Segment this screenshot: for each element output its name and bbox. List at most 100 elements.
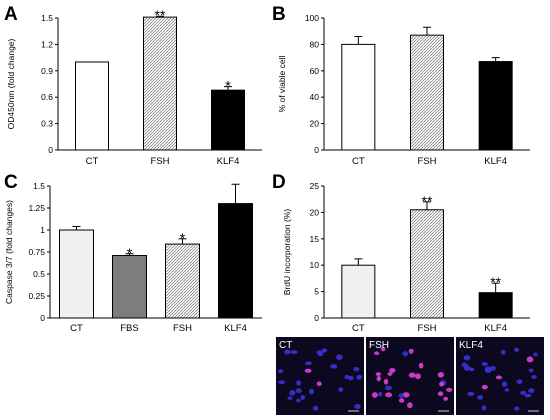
y-tick-label: 0 xyxy=(48,145,53,155)
cell-nucleus xyxy=(289,389,296,396)
cell-nucleus xyxy=(336,354,343,361)
cell-nucleus xyxy=(467,391,475,397)
bar xyxy=(341,264,376,319)
cell-nucleus xyxy=(330,364,338,369)
cell-nucleus xyxy=(524,393,532,398)
y-tick-label: 1.2 xyxy=(41,39,53,49)
cell-nucleus xyxy=(477,395,484,400)
category-label: CT xyxy=(352,156,365,167)
y-tick-label: 0 xyxy=(314,313,319,323)
cell-nucleus xyxy=(461,362,468,368)
cell-nucleus xyxy=(469,367,475,372)
bar xyxy=(410,34,444,151)
chart-panel-d: 0 5 10 15 20 25 BrdU incorporation (%) CT FSH ** K… xyxy=(282,181,530,334)
y-tick-label: 5 xyxy=(314,287,319,297)
category-label: KLF4 xyxy=(224,323,247,334)
cell-nucleus xyxy=(305,361,312,366)
bar xyxy=(165,243,200,319)
significance-marker: ** xyxy=(155,7,166,23)
y-tick-label: 100 xyxy=(305,13,319,23)
y-tick-label: 1 xyxy=(40,225,45,235)
chart-panel-b: 0 20 40 60 80 100 % of viable cell CT FSH KLF4 xyxy=(277,13,530,167)
y-tick-label: 0.5 xyxy=(33,269,45,279)
y-tick-label: 0.25 xyxy=(28,291,45,301)
cell-nucleus xyxy=(312,405,319,411)
micrograph-strip: CT FSH KLF4 xyxy=(276,337,544,415)
y-tick-label: 0 xyxy=(40,313,45,323)
cell-nucleus xyxy=(500,349,506,355)
y-tick-label: 20 xyxy=(310,119,320,129)
cell-nucleus xyxy=(385,392,393,398)
cell-nucleus xyxy=(481,405,487,411)
panel-letter-a: A xyxy=(4,4,18,25)
y-tick-label: 0.3 xyxy=(41,119,53,129)
bar xyxy=(211,89,245,151)
cell-nucleus xyxy=(481,384,488,390)
cell-nucleus xyxy=(514,406,520,411)
y-tick-label: 25 xyxy=(310,181,320,191)
bar xyxy=(341,43,376,151)
cell-nucleus xyxy=(526,356,534,363)
cell-nucleus xyxy=(321,348,328,353)
cell-nucleus xyxy=(398,393,405,398)
y-tick-label: 15 xyxy=(310,234,320,244)
bar xyxy=(478,292,513,319)
cell-nucleus xyxy=(338,387,344,392)
panel-letter-d: D xyxy=(272,172,286,193)
cell-nucleus xyxy=(304,368,312,373)
category-label: KLF4 xyxy=(484,323,507,334)
cell-nucleus xyxy=(384,385,392,391)
cell-nucleus xyxy=(377,391,383,397)
y-tick-label: 0.6 xyxy=(41,92,53,102)
y-tick-label: 1.25 xyxy=(28,203,45,213)
cell-nucleus xyxy=(516,379,523,384)
cell-nucleus xyxy=(376,375,381,382)
cell-nucleus xyxy=(484,367,492,374)
cell-nucleus xyxy=(316,381,322,387)
y-tick-label: 40 xyxy=(310,92,320,102)
micrograph-label: FSH xyxy=(369,340,389,351)
y-axis-label: BrdU incorporation (%) xyxy=(282,209,292,296)
cell-nucleus xyxy=(504,388,510,392)
cell-nucleus xyxy=(528,388,535,394)
cell-nucleus xyxy=(380,346,386,352)
category-label: CT xyxy=(352,323,365,334)
cell-nucleus xyxy=(290,350,298,355)
category-label: FSH xyxy=(173,323,192,334)
y-tick-label: 60 xyxy=(310,66,320,76)
category-label: CT xyxy=(70,323,83,334)
cell-nucleus xyxy=(446,387,453,392)
cell-nucleus xyxy=(300,395,306,400)
y-tick-label: 0.75 xyxy=(28,247,45,257)
cell-nucleus xyxy=(316,350,323,355)
bar xyxy=(410,209,444,319)
cell-nucleus xyxy=(296,398,301,403)
cell-nucleus xyxy=(490,365,496,371)
micrograph-label: CT xyxy=(279,340,292,351)
cell-nucleus xyxy=(418,362,424,369)
cell-nucleus xyxy=(356,374,363,380)
cell-nucleus xyxy=(463,355,471,361)
cell-nucleus xyxy=(443,396,448,401)
cell-nucleus xyxy=(408,372,416,378)
cell-nucleus xyxy=(375,372,382,376)
cell-nucleus xyxy=(533,352,538,357)
cell-nucleus xyxy=(374,351,380,356)
cell-nucleus xyxy=(387,372,393,376)
significance-marker: * xyxy=(127,245,133,261)
cell-nucleus xyxy=(439,381,444,387)
significance-marker: * xyxy=(225,78,231,94)
cell-nucleus xyxy=(402,351,409,357)
category-label: FSH xyxy=(418,156,437,167)
bar xyxy=(478,61,513,151)
chart-panel-c: 0 0.25 0.5 0.75 1 1.25 1.5 Caspase 3/7 (fold ch… xyxy=(4,181,262,334)
y-tick-label: 10 xyxy=(310,260,320,270)
cell-nucleus xyxy=(296,380,302,386)
bar xyxy=(218,203,253,319)
category-label: FBS xyxy=(120,323,138,334)
y-tick-label: 0 xyxy=(314,145,319,155)
y-tick-label: 80 xyxy=(310,39,320,49)
cell-nucleus xyxy=(514,347,519,353)
cell-nucleus xyxy=(481,361,488,367)
bar xyxy=(59,229,94,319)
